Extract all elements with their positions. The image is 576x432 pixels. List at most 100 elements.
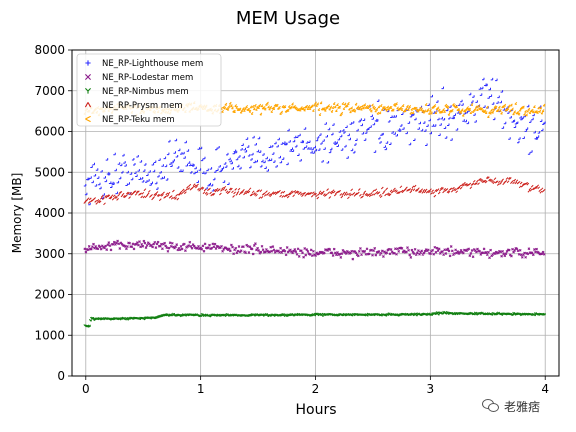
data-point (400, 107, 404, 111)
data-point (490, 313, 494, 316)
data-point (200, 158, 204, 162)
data-point (437, 191, 441, 195)
data-point (141, 244, 145, 248)
data-point (243, 192, 246, 196)
data-point (408, 105, 412, 108)
data-point (298, 108, 302, 112)
data-point (206, 168, 209, 172)
data-point (87, 177, 90, 181)
data-point (388, 252, 392, 256)
data-point (382, 255, 385, 258)
data-point (309, 248, 313, 252)
data-point (471, 255, 475, 259)
data-point (109, 248, 113, 252)
data-point (137, 243, 140, 247)
data-point (303, 191, 307, 195)
data-point (249, 105, 253, 109)
data-point (291, 102, 294, 106)
data-point (278, 250, 281, 254)
data-point (436, 188, 440, 191)
data-point (280, 110, 284, 114)
data-point (128, 196, 131, 199)
data-point (488, 87, 491, 91)
data-point (327, 127, 331, 131)
data-point (111, 181, 114, 185)
data-point (328, 150, 332, 154)
data-point (483, 109, 487, 113)
data-point (481, 180, 485, 183)
data-point (450, 249, 454, 253)
data-point (250, 111, 254, 115)
data-point (385, 141, 389, 144)
data-point (531, 187, 535, 191)
data-point (533, 130, 536, 134)
data-point (459, 110, 463, 114)
data-point (522, 183, 525, 186)
data-point (443, 109, 447, 113)
data-point (500, 180, 503, 184)
data-point (344, 144, 347, 148)
data-point (271, 191, 275, 195)
data-point (434, 111, 438, 115)
data-point (541, 128, 544, 132)
data-point (500, 254, 503, 258)
data-point (359, 118, 362, 121)
data-point (537, 106, 541, 110)
data-point (203, 156, 206, 160)
data-point (372, 249, 375, 252)
data-point (313, 145, 316, 149)
data-point (335, 141, 338, 144)
data-point (377, 191, 381, 195)
data-point (233, 149, 237, 153)
data-point (422, 189, 426, 192)
data-point (258, 150, 262, 153)
data-point (137, 169, 140, 172)
data-point (381, 132, 384, 136)
data-point (530, 184, 534, 188)
data-point (389, 105, 393, 109)
data-point (231, 167, 234, 170)
data-point (379, 141, 382, 144)
data-point (204, 171, 207, 175)
data-point (370, 191, 373, 195)
data-point (400, 247, 404, 250)
data-point (312, 191, 315, 195)
data-point (122, 195, 126, 198)
data-point (280, 142, 284, 145)
data-point (469, 186, 473, 190)
data-point (257, 106, 261, 109)
data-point (282, 141, 286, 144)
data-point (95, 202, 99, 205)
data-point (250, 158, 253, 161)
data-point (359, 193, 362, 197)
data-point (224, 188, 228, 192)
data-point (500, 90, 504, 93)
data-point (464, 183, 467, 186)
data-point (321, 160, 324, 163)
x-axis-label: Hours (295, 402, 336, 418)
data-point (399, 124, 403, 127)
data-point (217, 146, 220, 149)
data-point (409, 190, 413, 194)
data-point (374, 118, 378, 122)
data-point (442, 190, 445, 194)
data-point (344, 191, 348, 195)
data-point (434, 189, 438, 192)
data-point (127, 182, 130, 185)
data-point (542, 252, 546, 256)
data-point (303, 108, 307, 112)
data-point (367, 127, 370, 130)
data-point (332, 123, 335, 126)
data-point (510, 103, 513, 107)
data-point (359, 247, 362, 250)
data-point (302, 192, 305, 195)
data-point (103, 176, 106, 179)
data-point (265, 156, 268, 160)
data-point (293, 105, 297, 109)
data-point (92, 242, 95, 246)
data-point (251, 252, 255, 256)
data-point (233, 110, 236, 114)
data-point (343, 131, 346, 134)
data-point (233, 191, 236, 195)
data-point (478, 178, 482, 181)
